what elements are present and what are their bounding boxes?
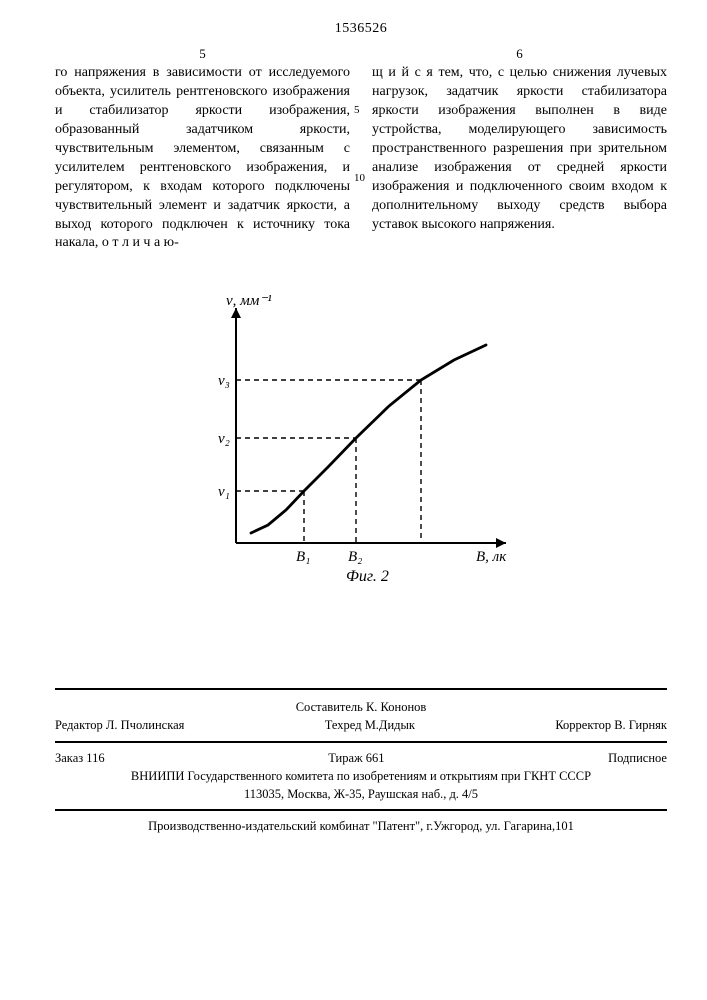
proof-label: Корректор (555, 718, 611, 732)
body-text-right: щ и й с я тем, что, с целью снижения луч… (372, 65, 667, 231)
col-left: 5 го напряжения в зависимости от исследу… (55, 45, 350, 253)
figure-2: ν₁ B₁ ν₂ B₂ ν₃ ν, мм⁻¹ B, лк Фиг. 2 (55, 288, 667, 588)
compiler-label: Составитель (296, 700, 363, 714)
tech-name: М.Дидык (365, 718, 415, 732)
svg-text:B₁: B₁ (296, 549, 310, 565)
editor-label: Редактор (55, 718, 103, 732)
line-mark-5: 5 (354, 105, 360, 116)
tirage: Тираж 661 (328, 749, 384, 767)
svg-text:Фиг. 2: Фиг. 2 (346, 568, 389, 585)
tech-label: Техред (325, 718, 362, 732)
page-num-right: 6 (372, 45, 667, 63)
divider (55, 741, 667, 743)
svg-text:ν₁: ν₁ (218, 484, 230, 500)
footer-block: Составитель К. Кононов Редактор Л. Пчоли… (55, 688, 667, 835)
col-right: 6 5 10 щ и й с я тем, что, с целью сниже… (372, 45, 667, 253)
line-mark-10: 10 (354, 173, 365, 184)
svg-text:B, лк: B, лк (476, 549, 507, 565)
svg-text:B₂: B₂ (348, 549, 362, 565)
address1: 113035, Москва, Ж-35, Раушская наб., д. … (55, 785, 667, 803)
svg-text:ν, мм⁻¹: ν, мм⁻¹ (226, 293, 272, 309)
text-columns: 5 го напряжения в зависимости от исследу… (55, 45, 667, 253)
body-text-left: го напряжения в зависимости от исследуем… (55, 65, 350, 250)
svg-text:ν₃: ν₃ (218, 373, 230, 389)
signed: Подписное (608, 749, 667, 767)
editor-name: Л. Пчолинская (106, 718, 184, 732)
svg-text:ν₂: ν₂ (218, 431, 230, 447)
order: Заказ 116 (55, 749, 105, 767)
divider-2 (55, 809, 667, 811)
org2: Производственно-издательский комбинат "П… (55, 817, 667, 835)
page-num-left: 5 (55, 45, 350, 63)
proof-name: В. Гирняк (614, 718, 667, 732)
compiler-name: К. Кононов (366, 700, 426, 714)
doc-number: 1536526 (55, 20, 667, 39)
org1: ВНИИПИ Государственного комитета по изоб… (55, 767, 667, 785)
